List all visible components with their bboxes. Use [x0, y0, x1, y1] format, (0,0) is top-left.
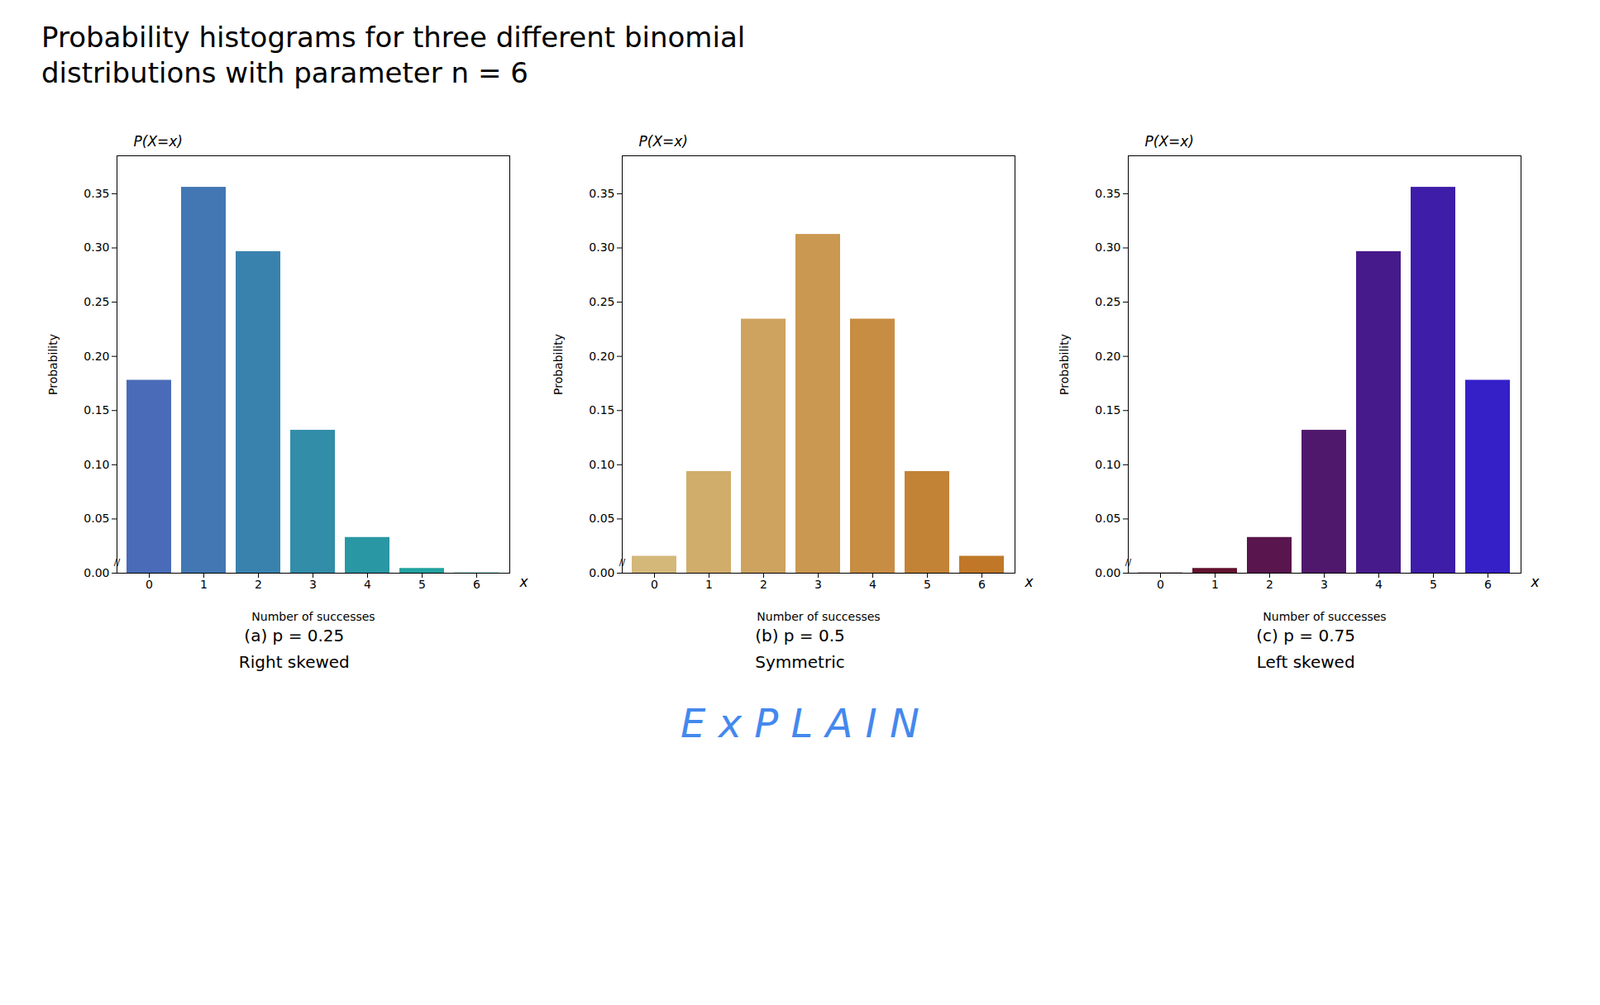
svg-text:0.20: 0.20: [83, 349, 110, 363]
svg-text:0: 0: [1156, 577, 1165, 592]
svg-text:4: 4: [1375, 577, 1383, 592]
html-text:(a) p = 0.25: (a) p = 0.25: [244, 625, 345, 646]
html-text:distributions with parameter n: distributions with parameter n = 6: [41, 55, 529, 89]
svg-text:0: 0: [145, 577, 153, 592]
svg-text:0.25: 0.25: [83, 295, 110, 309]
svg-text:6: 6: [979, 577, 987, 592]
svg-text:5: 5: [924, 577, 932, 592]
svg-text:0.15: 0.15: [83, 403, 110, 417]
svg-text:2: 2: [1265, 577, 1274, 592]
html-text:Right skewed: Right skewed: [238, 652, 350, 673]
svg-text:0.30: 0.30: [1094, 240, 1121, 254]
svg-text:0.00: 0.00: [83, 566, 110, 580]
svg-text:0.10: 0.10: [83, 458, 110, 472]
svg-text:Probability: Probability: [1058, 334, 1072, 396]
svg-text:Probability: Probability: [552, 334, 566, 396]
svg-text:5: 5: [418, 577, 426, 592]
svg-text:Number of successes: Number of successes: [1262, 610, 1386, 624]
svg-text:0.05: 0.05: [1094, 511, 1121, 526]
svg-text:0.35: 0.35: [1094, 186, 1121, 201]
svg-text:6: 6: [472, 577, 481, 592]
svg-text://: //: [114, 557, 121, 569]
svg-text:0.20: 0.20: [589, 349, 616, 363]
svg-text:0.25: 0.25: [1094, 295, 1121, 309]
svg-text:0.30: 0.30: [589, 240, 616, 254]
svg-text:0.15: 0.15: [1094, 403, 1121, 417]
svg-text:6: 6: [1484, 577, 1492, 592]
svg-text:1: 1: [706, 577, 714, 592]
svg-text:P(X=x): P(X=x): [133, 133, 182, 150]
svg-text://: //: [619, 557, 626, 569]
svg-text:P(X=x): P(X=x): [639, 133, 688, 150]
svg-text:0.05: 0.05: [589, 511, 616, 526]
svg-text:0.35: 0.35: [83, 186, 110, 201]
svg-text:4: 4: [363, 577, 372, 592]
svg-text:Number of successes: Number of successes: [251, 610, 375, 624]
svg-text:0.20: 0.20: [1094, 349, 1121, 363]
svg-text:3: 3: [815, 577, 823, 592]
html-text:E x P L A I N: E x P L A I N: [680, 700, 920, 747]
html-text:Probability histograms for thr: Probability histograms for three differe…: [41, 20, 746, 54]
svg-text:2: 2: [760, 577, 769, 592]
svg-text:0.15: 0.15: [589, 403, 616, 417]
svg-text:P(X=x): P(X=x): [1145, 133, 1195, 150]
svg-text:Probability: Probability: [46, 334, 60, 396]
html-text:(c) p = 0.75: (c) p = 0.75: [1256, 625, 1356, 646]
svg-text:0.30: 0.30: [83, 240, 110, 254]
html-text:(b) p = 0.5: (b) p = 0.5: [755, 625, 845, 646]
svg-text:5: 5: [1429, 577, 1438, 592]
svg-text:Number of successes: Number of successes: [757, 610, 881, 624]
svg-text:0.35: 0.35: [589, 186, 616, 201]
svg-text:3: 3: [1320, 577, 1328, 592]
svg-text:x: x: [518, 573, 529, 591]
svg-text:x: x: [1530, 573, 1541, 591]
svg-text:3: 3: [309, 577, 317, 592]
svg-text:0: 0: [651, 577, 660, 592]
svg-text://: //: [1125, 557, 1132, 569]
html-text:Symmetric: Symmetric: [755, 652, 845, 673]
svg-text:0.00: 0.00: [1094, 566, 1121, 580]
html-text:Left skewed: Left skewed: [1256, 652, 1355, 673]
svg-text:2: 2: [254, 577, 263, 592]
svg-text:1: 1: [1211, 577, 1219, 592]
svg-text:0.10: 0.10: [589, 458, 616, 472]
svg-text:4: 4: [869, 577, 878, 592]
svg-text:0.25: 0.25: [589, 295, 616, 309]
svg-text:0.10: 0.10: [1094, 458, 1121, 472]
svg-text:x: x: [1024, 573, 1035, 591]
svg-text:0.00: 0.00: [589, 566, 616, 580]
svg-text:1: 1: [200, 577, 208, 592]
svg-text:0.05: 0.05: [83, 511, 110, 526]
